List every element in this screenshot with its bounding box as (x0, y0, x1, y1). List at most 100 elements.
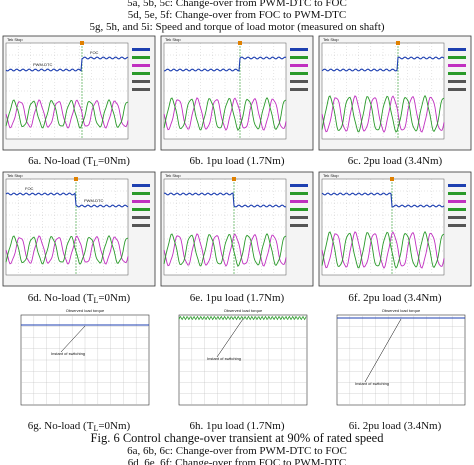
panel-item (132, 88, 150, 91)
scope-status: Tek Stop (165, 37, 181, 42)
panel-item (290, 72, 308, 75)
torque-trace (178, 315, 307, 321)
torque-plot: Observed load torque Instant of switching (336, 308, 466, 406)
caption-part: =0Nm) (98, 420, 130, 432)
panel-item (290, 192, 308, 195)
current-trace (163, 232, 287, 267)
trigger (232, 177, 236, 181)
caption: 6d. No-load (TL=0Nm) (28, 292, 131, 305)
scope-status: Tek Stop (7, 37, 23, 42)
panel-item (448, 200, 466, 203)
mode-label: FOC (25, 186, 34, 191)
speed-trace (321, 56, 445, 72)
panel-item (448, 88, 466, 91)
panel-item (290, 216, 308, 219)
current-trace (321, 230, 445, 269)
figure-note: 6d, 6e, 6f: Change-over from FOC to PWM-… (128, 457, 346, 465)
panel-item (448, 64, 466, 67)
trigger (80, 41, 84, 45)
trigger (396, 41, 400, 45)
panel-item (132, 72, 150, 75)
annotation-arrow (60, 325, 86, 353)
trigger (390, 177, 394, 181)
current-trace (5, 99, 129, 129)
panel-item (448, 48, 466, 51)
speed-trace (163, 192, 287, 208)
panel-item (448, 208, 466, 211)
trigger (238, 41, 242, 45)
panel-item (132, 208, 150, 211)
caption: 6a. No-load (TL=0Nm) (28, 155, 130, 168)
caption-part: 6a. No-load (T (28, 155, 93, 167)
caption-part: L (93, 159, 98, 168)
annotation-arrow (216, 318, 244, 358)
scope-status: Tek Stop (323, 173, 339, 178)
panel-item (290, 184, 308, 187)
caption-part: 6d. No-load (T (28, 292, 94, 304)
panel-item (448, 56, 466, 59)
panel-item (290, 56, 308, 59)
annotation: Instant of switching (207, 356, 241, 361)
mode-label: FOC (90, 50, 99, 55)
current-trace (163, 96, 287, 131)
scope-status: Tek Stop (323, 37, 339, 42)
mode-label: PWM-DTC (84, 198, 103, 203)
panel-item (132, 64, 150, 67)
panel-item (132, 48, 150, 51)
caption: 6g. No-load (TL=0Nm) (28, 420, 131, 433)
plot-title: Observed load torque (66, 308, 105, 313)
speed-trace (164, 56, 287, 72)
annotation: Instant of switching (355, 381, 389, 386)
caption-part: =0Nm) (98, 292, 130, 304)
plot-title: Observed load torque (224, 308, 263, 313)
panel-item (290, 200, 308, 203)
panel-item (448, 72, 466, 75)
panel-item (132, 216, 150, 219)
caption-part: L (93, 424, 98, 433)
caption: 6h. 1pu load (1.7Nm) (189, 420, 284, 432)
caption: 6e. 1pu load (1.7Nm) (190, 292, 285, 304)
scope: Tek Stop FOC PWM-DTC (2, 171, 156, 287)
panel-item (290, 80, 308, 83)
panel-item (132, 184, 150, 187)
torque-plot: Observed load torque Instant of switching (20, 308, 150, 406)
figure-title: Fig. 6 Control change-over transient at … (91, 431, 385, 445)
caption-part: L (93, 296, 98, 305)
panel-item (132, 200, 150, 203)
panel-item (132, 224, 150, 227)
current-trace (321, 231, 445, 269)
speed-trace (5, 192, 129, 208)
current-trace (5, 235, 129, 265)
caption-part: 6g. No-load (T (28, 420, 94, 432)
header-line: 5g, 5h, and 5i: Speed and torque of load… (89, 21, 384, 33)
panel-item (290, 64, 308, 67)
panel-item (448, 224, 466, 227)
header-line: 5a, 5b, 5c: Change-over from PWM-DTC to … (127, 0, 347, 9)
current-trace (5, 235, 129, 265)
panel-item (290, 224, 308, 227)
caption: 6f. 2pu load (3.4Nm) (348, 292, 442, 304)
speed-trace (5, 56, 129, 72)
caption: 6b. 1pu load (1.7Nm) (189, 155, 284, 167)
speed-trace (321, 192, 445, 208)
caption: 6c. 2pu load (3.4Nm) (348, 155, 443, 167)
plot-title: Observed load torque (382, 308, 421, 313)
scope-status: Tek Stop (165, 173, 181, 178)
panel-item (290, 208, 308, 211)
current-trace (321, 94, 445, 133)
panel-item (290, 48, 308, 51)
scope-status: Tek Stop (7, 173, 23, 178)
scope: Tek Stop (160, 35, 314, 151)
torque-plot: Observed load torque Instant of switching (178, 308, 308, 406)
mode-label: PWM-DTC (33, 62, 52, 67)
trigger (74, 177, 78, 181)
figure-note: 6a, 6b, 6c: Change-over from PWM-DTC to … (127, 445, 347, 457)
current-trace (321, 95, 445, 133)
panel-item (132, 56, 150, 59)
header-line: 5d, 5e, 5f: Change-over from FOC to PWM-… (128, 9, 346, 21)
current-trace (163, 233, 287, 267)
caption: 6i. 2pu load (3.4Nm) (349, 420, 442, 432)
annotation-arrow (364, 318, 402, 383)
